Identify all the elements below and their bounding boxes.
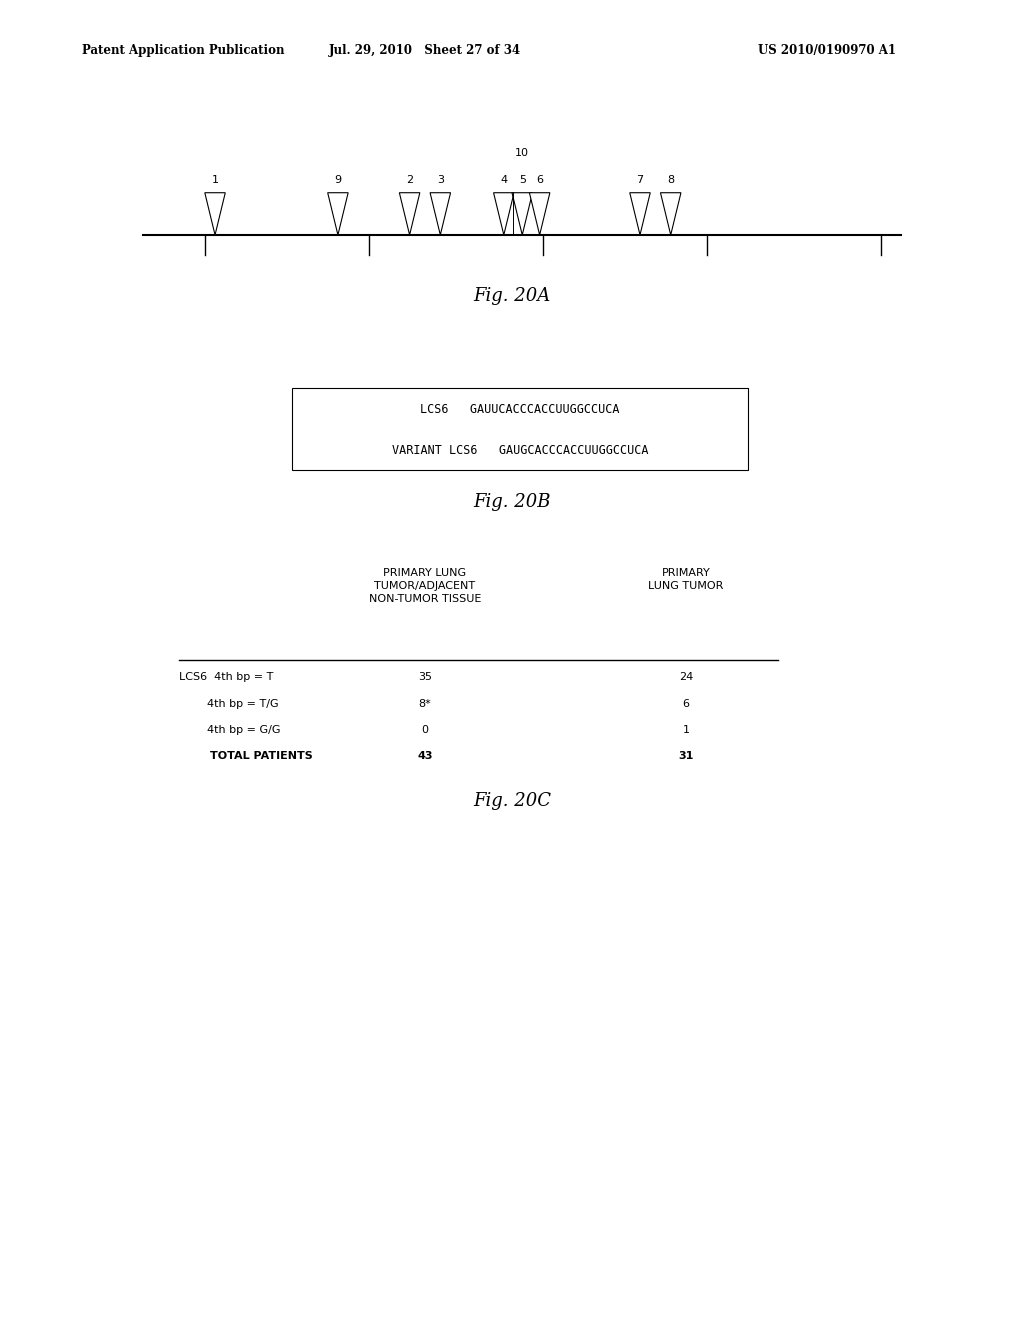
Text: 8: 8 xyxy=(668,174,674,185)
Text: LCS6   GAUUCACCCACCUUGGCCUCA: LCS6 GAUUCACCCACCUUGGCCUCA xyxy=(421,403,620,416)
Text: Patent Application Publication: Patent Application Publication xyxy=(82,44,285,57)
Text: 10: 10 xyxy=(515,148,529,158)
Text: 24: 24 xyxy=(679,672,693,682)
Polygon shape xyxy=(529,193,550,235)
Bar xyxy=(292,388,748,470)
Text: PRIMARY
LUNG TUMOR: PRIMARY LUNG TUMOR xyxy=(648,568,724,591)
Text: 31: 31 xyxy=(678,751,694,762)
Text: 43: 43 xyxy=(417,751,433,762)
Text: 0: 0 xyxy=(422,725,428,735)
Polygon shape xyxy=(205,193,225,235)
Text: VARIANT LCS6   GAUGCACCCACCUUGGCCUCA: VARIANT LCS6 GAUGCACCCACCUUGGCCUCA xyxy=(392,444,648,457)
Text: TOTAL PATIENTS: TOTAL PATIENTS xyxy=(179,751,313,762)
Text: US 2010/0190970 A1: US 2010/0190970 A1 xyxy=(758,44,896,57)
Text: 6: 6 xyxy=(683,698,689,709)
Text: LCS6  4th bp = T: LCS6 4th bp = T xyxy=(179,672,273,682)
Polygon shape xyxy=(630,193,650,235)
Text: 4: 4 xyxy=(501,174,507,185)
Text: Fig. 20A: Fig. 20A xyxy=(473,286,551,305)
Polygon shape xyxy=(328,193,348,235)
Text: 4th bp = G/G: 4th bp = G/G xyxy=(179,725,281,735)
Text: 1: 1 xyxy=(683,725,689,735)
Text: 2: 2 xyxy=(407,174,413,185)
Text: 8*: 8* xyxy=(419,698,431,709)
Polygon shape xyxy=(494,193,514,235)
Text: 1: 1 xyxy=(212,174,218,185)
Text: 4th bp = T/G: 4th bp = T/G xyxy=(179,698,279,709)
Text: Fig. 20B: Fig. 20B xyxy=(473,492,551,511)
Text: 35: 35 xyxy=(418,672,432,682)
Text: 6: 6 xyxy=(537,174,543,185)
Text: PRIMARY LUNG
TUMOR/ADJACENT
NON-TUMOR TISSUE: PRIMARY LUNG TUMOR/ADJACENT NON-TUMOR TI… xyxy=(369,568,481,605)
Text: Jul. 29, 2010   Sheet 27 of 34: Jul. 29, 2010 Sheet 27 of 34 xyxy=(329,44,521,57)
Text: 3: 3 xyxy=(437,174,443,185)
Polygon shape xyxy=(430,193,451,235)
Text: 7: 7 xyxy=(637,174,643,185)
Text: 5: 5 xyxy=(519,174,525,185)
Polygon shape xyxy=(399,193,420,235)
Polygon shape xyxy=(660,193,681,235)
Polygon shape xyxy=(512,193,532,235)
Text: Fig. 20C: Fig. 20C xyxy=(473,792,551,810)
Text: 9: 9 xyxy=(335,174,341,185)
